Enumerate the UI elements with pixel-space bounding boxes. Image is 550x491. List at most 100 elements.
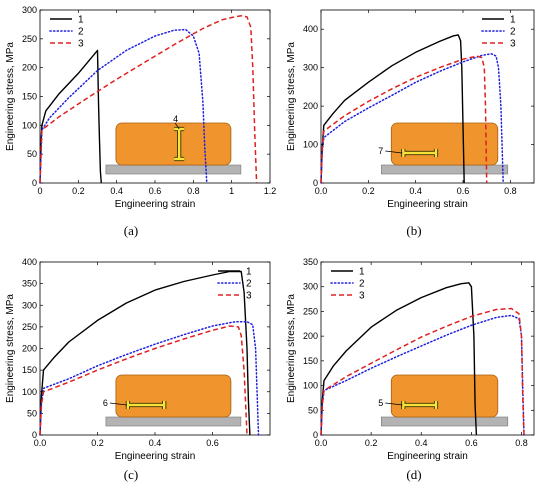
x-tick-label: 0.2	[365, 438, 378, 448]
legend-label: 1	[510, 15, 516, 26]
series-line-3	[39, 15, 258, 184]
y-tick-label: 100	[22, 387, 37, 397]
x-tick-label: 0.4	[415, 438, 428, 448]
y-axis-label: Engineering stress, MPa	[5, 42, 16, 151]
y-tick-label: 250	[303, 306, 318, 316]
series-line-2	[39, 28, 208, 184]
y-tick-label: 200	[22, 63, 37, 73]
i-beam-icon	[402, 149, 438, 157]
y-tick-label: 100	[303, 140, 318, 150]
series-line-2	[39, 320, 260, 436]
panel-a: 0 0.2 0.4 0.6 0.8 1 1.2 0 50 100 150 200 250 300 Engin…	[5, 5, 276, 238]
y-tick-label: 50	[27, 149, 37, 159]
panel-label: (b)	[406, 223, 421, 238]
x-tick-label: 1.2	[264, 186, 277, 196]
series-line-3	[39, 325, 248, 436]
x-tick-label: 0.2	[72, 186, 85, 196]
callout-leader	[109, 402, 127, 406]
x-tick-label: 0.2	[91, 438, 104, 448]
x-tick-label: 0.4	[409, 186, 422, 196]
series-line-2	[320, 53, 504, 184]
y-tick-label: 0	[313, 430, 318, 440]
x-tick-label: 0.0	[34, 438, 47, 448]
legend-label: 3	[359, 291, 365, 302]
y-tick-label: 200	[303, 101, 318, 111]
callout-leader	[174, 122, 180, 130]
x-tick-label: 0.6	[149, 186, 162, 196]
x-tick-label: 0.6	[465, 438, 478, 448]
series-line-1	[320, 34, 465, 184]
y-tick-label: 300	[303, 63, 318, 73]
x-tick-label: 0.6	[457, 186, 470, 196]
y-tick-label: 250	[22, 34, 37, 44]
legend: 123	[481, 15, 516, 50]
y-tick-label: 300	[22, 5, 37, 15]
callout-leader	[385, 150, 403, 154]
series-line-3	[320, 55, 488, 184]
legend-label: 2	[246, 279, 252, 290]
y-axis-label: Engineering stress, MPa	[5, 294, 16, 403]
panel-b: 0.0 0.2 0.4 0.6 0.8 0 100 200 300 400 Engineering …	[286, 9, 535, 238]
x-axis-label: Engineering strain	[115, 199, 196, 210]
x-tick-label: 0.8	[187, 186, 200, 196]
panel-label: (d)	[406, 467, 421, 482]
panel-label: (a)	[124, 223, 138, 238]
plot-frame	[320, 9, 535, 184]
series-line-1	[39, 270, 251, 436]
y-tick-label: 350	[303, 257, 318, 267]
x-axis-label: Engineering strain	[387, 451, 468, 462]
y-tick-label: 350	[22, 279, 37, 289]
i-beam-icon	[126, 401, 166, 409]
legend-label: 3	[246, 291, 252, 302]
y-tick-label: 100	[303, 381, 318, 391]
sample-block	[115, 122, 232, 166]
series-line-3	[320, 307, 525, 436]
y-tick-label: 50	[27, 408, 37, 418]
x-tick-label: 0	[37, 186, 42, 196]
x-tick-label: 0.0	[315, 186, 328, 196]
callout-label: 5	[378, 398, 383, 408]
legend-label: 3	[78, 39, 84, 50]
x-tick-label: 0.6	[206, 438, 219, 448]
y-tick-label: 300	[22, 300, 37, 310]
y-tick-label: 150	[22, 92, 37, 102]
support-plate	[380, 164, 509, 175]
sample-inset: 5	[378, 374, 509, 427]
x-tick-label: 0.8	[515, 438, 528, 448]
y-tick-label: 0	[313, 178, 318, 188]
y-tick-label: 400	[303, 24, 318, 34]
series-line-1	[39, 49, 102, 184]
y-tick-label: 300	[303, 282, 318, 292]
y-tick-label: 150	[22, 365, 37, 375]
sample-inset: 4	[105, 114, 242, 175]
legend-label: 2	[359, 279, 365, 290]
legend-label: 3	[510, 39, 516, 50]
legend: 123	[217, 267, 252, 302]
support-plate	[105, 164, 242, 175]
x-axis-label: Engineering strain	[387, 199, 468, 210]
legend: 123	[49, 15, 84, 50]
sample-inset: 7	[378, 122, 509, 175]
x-tick-label: 0.0	[315, 438, 328, 448]
y-tick-label: 50	[308, 405, 318, 415]
callout-label: 6	[103, 398, 108, 408]
x-tick-label: 0.8	[504, 186, 517, 196]
series-line-1	[320, 282, 478, 436]
panel-c: 0.0 0.2 0.4 0.6 0 50 100 150 200 250 300 350 400 Engi…	[5, 257, 271, 482]
x-tick-label: 0.4	[110, 186, 123, 196]
support-plate	[380, 416, 509, 427]
sample-block	[390, 122, 499, 166]
y-tick-label: 0	[32, 178, 37, 188]
callout-label: 7	[378, 146, 383, 156]
legend: 123	[330, 267, 365, 302]
callout-label: 4	[173, 114, 178, 124]
y-tick-label: 200	[303, 331, 318, 341]
plot-frame	[320, 261, 535, 436]
legend-label: 1	[246, 267, 252, 278]
y-tick-label: 0	[32, 430, 37, 440]
x-tick-label: 0.2	[362, 186, 375, 196]
support-plate	[105, 416, 242, 427]
sample-inset: 6	[103, 374, 242, 427]
